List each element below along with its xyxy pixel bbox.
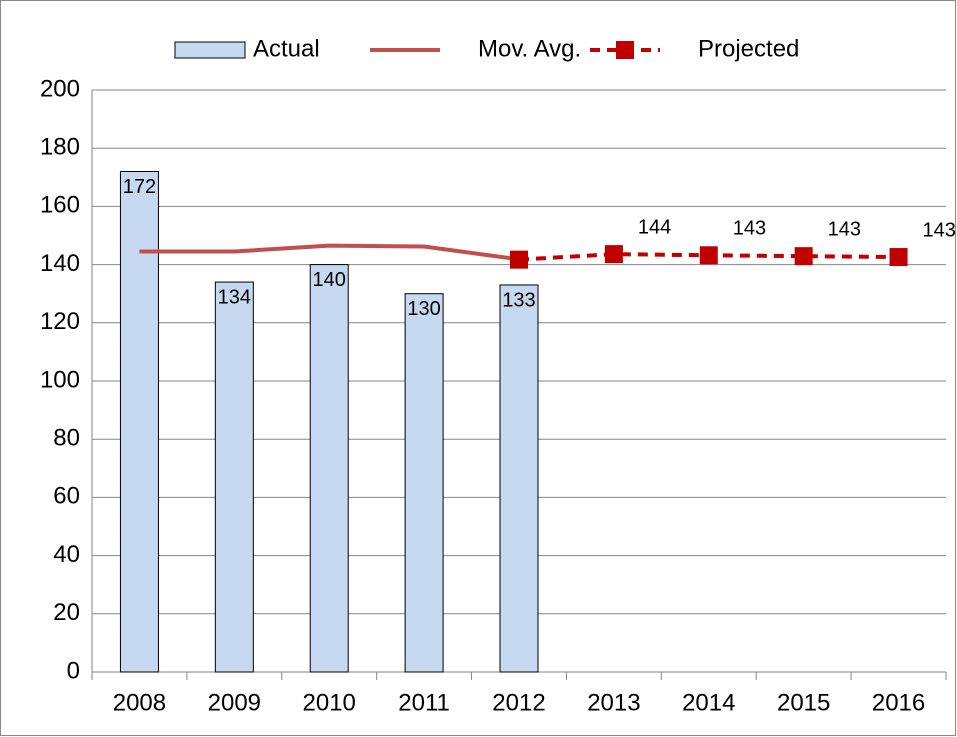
value-label: 143: [828, 218, 861, 240]
bar: [119, 170, 159, 673]
y-tick-label: 40: [53, 541, 80, 568]
bar: [214, 281, 254, 673]
value-label: 143: [733, 218, 766, 240]
value-label: 144: [638, 216, 671, 238]
line: [139, 243, 520, 262]
bar: [404, 293, 444, 673]
bar: [309, 264, 349, 673]
marker: [604, 245, 623, 264]
x-tick-label: 2010: [303, 689, 356, 716]
marker: [510, 250, 528, 269]
value-label: 134: [218, 286, 251, 308]
y-tick-label: 20: [53, 599, 80, 626]
value-label: 143: [923, 219, 956, 241]
legend-marker: [616, 41, 634, 59]
legend-label: Projected: [698, 35, 799, 62]
x-tick-label: 2011: [398, 689, 450, 716]
value-label: 130: [407, 298, 440, 320]
bar: [499, 284, 539, 673]
marker: [794, 247, 813, 266]
marker: [699, 246, 718, 265]
legend-label: Mov. Avg.: [478, 35, 581, 62]
y-tick-label: 140: [40, 250, 80, 277]
y-tick-label: 180: [40, 134, 80, 161]
x-tick-label: 2016: [872, 689, 925, 716]
value-label: 172: [123, 176, 156, 198]
y-tick-label: 160: [40, 192, 80, 219]
y-tick-label: 120: [40, 308, 80, 335]
y-tick-label: 200: [40, 75, 80, 102]
legend-label: Actual: [253, 35, 320, 62]
marker: [889, 248, 908, 267]
x-tick-label: 2008: [113, 689, 166, 716]
x-tick-label: 2012: [492, 689, 545, 716]
x-tick-label: 2015: [777, 689, 830, 716]
y-tick-label: 80: [53, 425, 80, 452]
y-tick-label: 60: [53, 483, 80, 510]
y-tick-label: 0: [67, 657, 80, 684]
y-tick-label: 100: [40, 366, 80, 393]
legend-swatch: [174, 41, 246, 59]
x-tick-label: 2013: [587, 689, 640, 716]
x-tick-label: 2009: [208, 689, 261, 716]
x-tick-label: 2014: [682, 689, 735, 716]
value-label: 140: [313, 269, 346, 291]
value-label: 133: [502, 289, 535, 311]
